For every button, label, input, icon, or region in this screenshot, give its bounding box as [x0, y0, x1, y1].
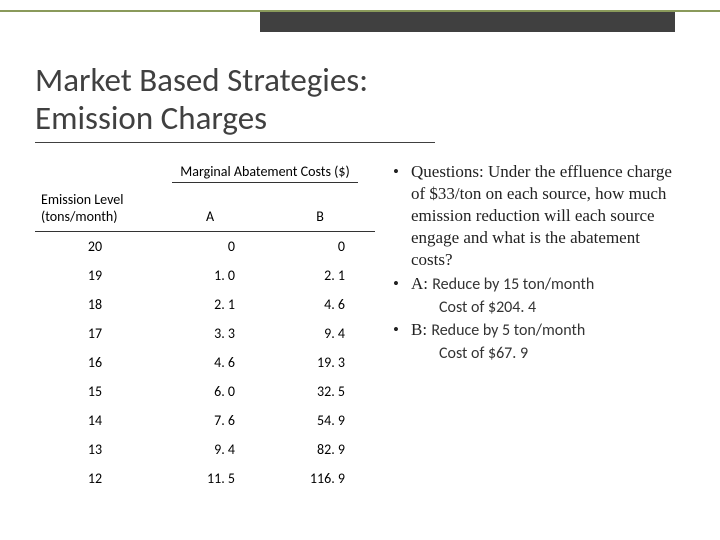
cell-level: 16 — [35, 348, 155, 377]
cell-a: 1. 0 — [155, 261, 265, 290]
mac-header: Marginal Abatement Costs ($) — [155, 157, 375, 185]
col-a-header: A — [155, 185, 265, 232]
cell-b: 19. 3 — [265, 348, 375, 377]
cell-a: 6. 0 — [155, 377, 265, 406]
table-row: 173. 39. 4 — [35, 319, 375, 348]
answer-a-label: A: — [411, 274, 428, 293]
cell-a: 3. 3 — [155, 319, 265, 348]
main-row: Marginal Abatement Costs ($) Emission Le… — [35, 157, 685, 493]
cell-level: 19 — [35, 261, 155, 290]
answer-a-sub: Cost of $204. 4 — [439, 298, 685, 319]
cell-a: 0 — [155, 231, 265, 261]
cell-level: 15 — [35, 377, 155, 406]
table-row: 2000 — [35, 231, 375, 261]
header-block — [260, 12, 675, 32]
title-line-2: Emission Charges — [35, 98, 267, 138]
table-row: 147. 654. 9 — [35, 406, 375, 435]
answer-a-main: Reduce by 15 ton/month — [432, 275, 594, 294]
bullet-dot: • — [393, 161, 411, 271]
cell-a: 4. 6 — [155, 348, 265, 377]
header-bar: 19 — [0, 0, 720, 32]
cell-level: 12 — [35, 464, 155, 493]
cell-a: 11. 5 — [155, 464, 265, 493]
answer-a-text: A: Reduce by 15 ton/month — [411, 273, 685, 296]
title-line-1: Market Based Strategies: — [35, 60, 368, 100]
cell-b: 82. 9 — [265, 435, 375, 464]
answer-b-bullet: • B: Reduce by 5 ton/month — [393, 319, 685, 342]
cell-b: 116. 9 — [265, 464, 375, 493]
cell-b: 4. 6 — [265, 290, 375, 319]
table-row: 156. 032. 5 — [35, 377, 375, 406]
cell-level: 14 — [35, 406, 155, 435]
question-text: Questions: Under the effluence charge of… — [411, 161, 685, 271]
table-row: 139. 482. 9 — [35, 435, 375, 464]
answer-a-bullet: • A: Reduce by 15 ton/month — [393, 273, 685, 296]
col-b-header: B — [265, 185, 375, 232]
cell-level: 20 — [35, 231, 155, 261]
emission-level-header: Emission Level (tons/month) — [35, 185, 155, 232]
cell-a: 7. 6 — [155, 406, 265, 435]
answer-b-main: Reduce by 5 ton/month — [431, 321, 585, 340]
cell-level: 13 — [35, 435, 155, 464]
answer-b-label: B: — [411, 320, 427, 339]
table-row: 164. 619. 3 — [35, 348, 375, 377]
cell-b: 0 — [265, 231, 375, 261]
table-row: 1211. 5116. 9 — [35, 464, 375, 493]
slide-title: Market Based Strategies: Emission Charge… — [35, 62, 435, 143]
cell-b: 2. 1 — [265, 261, 375, 290]
slide-content: Market Based Strategies: Emission Charge… — [0, 32, 720, 493]
cell-b: 32. 5 — [265, 377, 375, 406]
bullet-dot: • — [393, 273, 411, 296]
table-row: 182. 14. 6 — [35, 290, 375, 319]
table-row: 191. 02. 1 — [35, 261, 375, 290]
cell-level: 18 — [35, 290, 155, 319]
question-bullet: • Questions: Under the effluence charge … — [393, 161, 685, 271]
cell-b: 9. 4 — [265, 319, 375, 348]
answer-b-sub: Cost of $67. 9 — [439, 344, 685, 365]
cell-a: 2. 1 — [155, 290, 265, 319]
cell-b: 54. 9 — [265, 406, 375, 435]
bullet-dot: • — [393, 319, 411, 342]
cell-level: 17 — [35, 319, 155, 348]
bullet-list: • Questions: Under the effluence charge … — [393, 157, 685, 493]
abatement-table: Marginal Abatement Costs ($) Emission Le… — [35, 157, 375, 493]
cell-a: 9. 4 — [155, 435, 265, 464]
answer-b-text: B: Reduce by 5 ton/month — [411, 319, 685, 342]
page-number: 19 — [691, 11, 705, 28]
table-body: 2000191. 02. 1182. 14. 6173. 39. 4164. 6… — [35, 231, 375, 493]
table: Marginal Abatement Costs ($) Emission Le… — [35, 157, 375, 493]
